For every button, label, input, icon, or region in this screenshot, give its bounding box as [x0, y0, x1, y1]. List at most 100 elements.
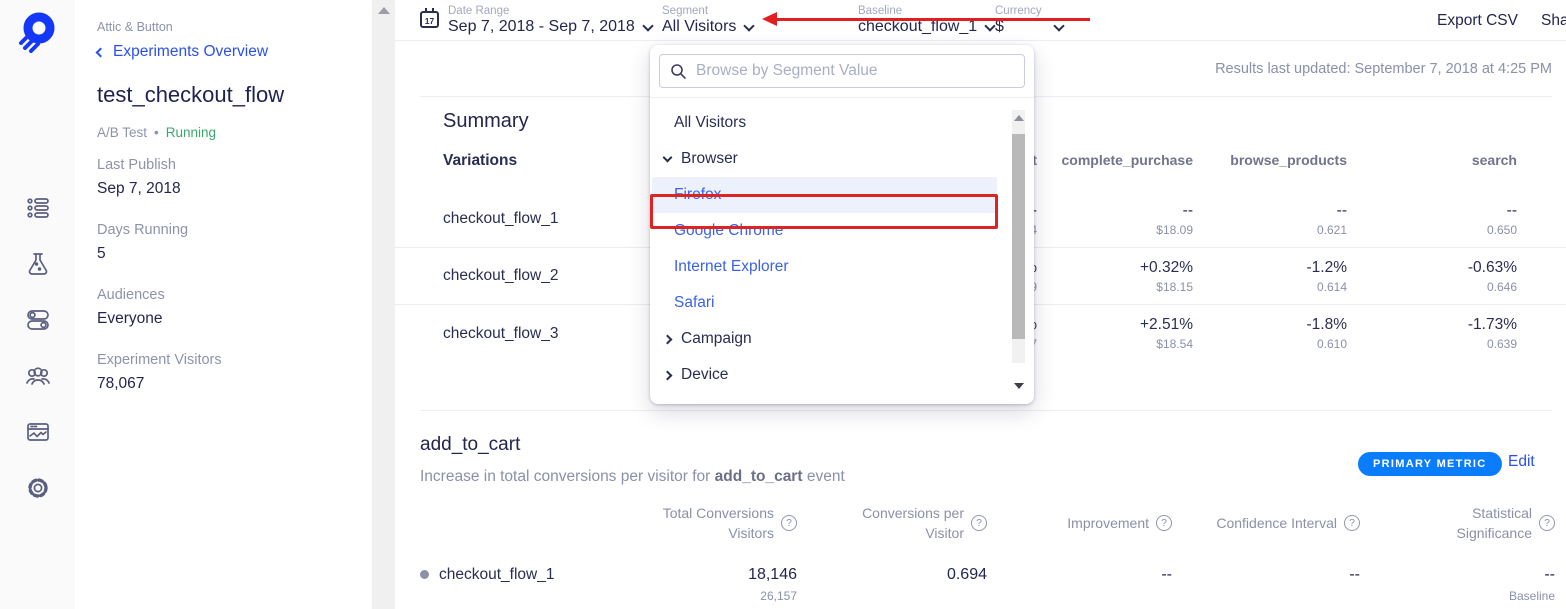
metric-description-suffix: event	[806, 468, 845, 485]
help-icon[interactable]: ?	[781, 515, 797, 532]
scroll-up-arrow-icon[interactable]	[377, 7, 390, 14]
primary-metric-badge: PRIMARY METRIC	[1358, 452, 1502, 476]
total-conversions-value: 18,146	[748, 565, 797, 583]
experiment-status-line: A/B Test • Running	[97, 125, 354, 140]
experiments-flask-icon[interactable]	[25, 251, 51, 277]
help-icon[interactable]: ?	[1156, 515, 1172, 532]
chevron-right-icon	[662, 370, 673, 380]
chevron-down-icon	[662, 152, 673, 163]
metric-cell-sub: 0.621	[1316, 222, 1347, 237]
metric-cell-sub: $18.15	[1156, 279, 1193, 294]
optimizely-logo-icon[interactable]	[12, 10, 58, 56]
metric-cell-sub: $18.09	[1156, 222, 1193, 237]
list-icon[interactable]	[25, 195, 51, 221]
date-range-value: Sep 7, 2018 - Sep 7, 2018	[448, 18, 635, 35]
metric-cell: -0.63%	[1467, 258, 1517, 276]
chevron-down-icon	[642, 19, 654, 32]
scrollbar-thumb[interactable]	[1012, 134, 1025, 339]
segment-control[interactable]: Segment All Visitors	[662, 5, 756, 36]
segment-group-device[interactable]: Device	[650, 357, 1012, 393]
days-running-value: 5	[97, 245, 106, 262]
audiences-icon[interactable]	[25, 363, 51, 389]
back-to-experiments-link[interactable]: Experiments Overview	[95, 43, 354, 61]
search-input[interactable]	[696, 62, 1014, 80]
segment-value: All Visitors	[662, 18, 737, 35]
toggles-icon[interactable]	[25, 307, 51, 333]
segment-option-firefox[interactable]: Firefox	[652, 177, 997, 213]
date-range-label: Date Range	[448, 5, 510, 17]
calendar-day: 17	[424, 15, 435, 26]
results-chart-icon[interactable]	[25, 419, 51, 445]
metric-cell: -1.2%	[1306, 258, 1348, 276]
header-improvement: Improvement	[1067, 515, 1149, 532]
improvement-value: --	[1161, 565, 1172, 583]
baseline-note: Baseline	[1508, 588, 1555, 603]
segment-group-browser[interactable]: Browser	[650, 141, 1012, 177]
metric-cell: -1.8%	[1306, 316, 1348, 333]
visitors-value: 26,157	[760, 588, 797, 603]
experiment-type: A/B Test	[97, 125, 148, 140]
metric-header-row: Total Conversions Visitors? Conversions p…	[395, 503, 1566, 544]
obscured-column-header: t	[1032, 152, 1037, 168]
segment-dropdown-panel: All Visitors Browser Firefox Google Chro…	[650, 45, 1034, 404]
segment-option-safari[interactable]: Safari	[674, 294, 715, 311]
segment-list: All Visitors Browser Firefox Google Chro…	[650, 105, 1012, 393]
metric-cell-sub: 0.646	[1486, 279, 1517, 294]
segment-option-all-visitors[interactable]: All Visitors	[674, 114, 747, 131]
metric-cell-sub: $18.54	[1156, 337, 1193, 351]
search-icon	[671, 63, 686, 79]
baseline-value: checkout_flow_1	[858, 18, 978, 35]
header-conversions-per-visitor: Conversions per	[862, 505, 964, 521]
summary-title: Summary	[443, 110, 529, 132]
currency-control[interactable]: Currency $	[995, 5, 1065, 36]
variation-name: checkout_flow_1	[443, 210, 559, 227]
metric-description-prefix: Increase in total conversions per visito…	[420, 468, 711, 485]
dropdown-divider	[650, 97, 1034, 98]
segment-option-google-chrome[interactable]: Google Chrome	[674, 222, 784, 239]
variation-name: checkout_flow_2	[443, 267, 559, 284]
baseline-label: Baseline	[858, 5, 903, 17]
column-header-complete-purchase: complete_purchase	[1061, 152, 1194, 168]
scroll-down-button[interactable]	[1012, 379, 1025, 393]
experiment-title: test_checkout_flow	[97, 82, 285, 107]
segment-option-internet-explorer[interactable]: Internet Explorer	[674, 258, 789, 275]
baseline-control[interactable]: Baseline checkout_flow_1	[858, 5, 996, 36]
audiences-label: Audiences	[97, 287, 165, 303]
scroll-up-arrow-icon[interactable]	[1013, 115, 1024, 121]
table-row: checkout_flow_1 18,146 26,157 0.694 -- --…	[395, 566, 1566, 603]
chevron-down-icon	[1053, 19, 1065, 32]
header-confidence-interval: Confidence Interval	[1216, 515, 1337, 532]
last-publish-label: Last Publish	[97, 157, 176, 173]
chevron-right-icon	[662, 334, 673, 344]
status-separator: •	[154, 125, 159, 140]
header-statistical-significance: Statistical	[1472, 505, 1532, 521]
settings-gear-icon[interactable]	[25, 475, 51, 501]
segment-label: Segment	[662, 5, 709, 17]
help-icon[interactable]: ?	[1539, 515, 1555, 532]
help-icon[interactable]: ?	[1344, 515, 1360, 532]
segment-search-box[interactable]	[659, 54, 1025, 88]
annotation-arrow	[762, 12, 1090, 26]
metric-cell-sub: 0.610	[1316, 337, 1347, 351]
date-range-control[interactable]: 17 Date Range Sep 7, 2018 - Sep 7, 2018	[420, 5, 654, 36]
page-scrollbar[interactable]	[372, 0, 395, 609]
experiment-visitors-value: 78,067	[97, 375, 145, 392]
currency-label: Currency	[995, 5, 1042, 17]
share-button[interactable]: Share	[1541, 12, 1566, 29]
variation-name: checkout_flow_3	[443, 324, 559, 342]
edit-metric-link[interactable]: Edit	[1508, 453, 1535, 470]
variation-bullet-icon	[420, 570, 429, 580]
segment-group-campaign[interactable]: Campaign	[650, 321, 1012, 357]
export-csv-button[interactable]: Export CSV	[1437, 12, 1518, 29]
experiment-visitors-label: Experiment Visitors	[97, 352, 222, 368]
last-publish-value: Sep 7, 2018	[97, 180, 181, 197]
audiences-value: Everyone	[97, 310, 163, 327]
obscured-cell: -	[1031, 201, 1037, 219]
help-icon[interactable]: ?	[971, 515, 987, 532]
metric-cell: --	[1506, 201, 1517, 219]
per-visitor-value: 0.694	[946, 565, 987, 583]
back-link-label: Experiments Overview	[113, 43, 269, 60]
metric-cell: --	[1336, 201, 1347, 219]
nav-rail	[0, 0, 75, 609]
dropdown-scrollbar[interactable]	[1012, 110, 1025, 363]
